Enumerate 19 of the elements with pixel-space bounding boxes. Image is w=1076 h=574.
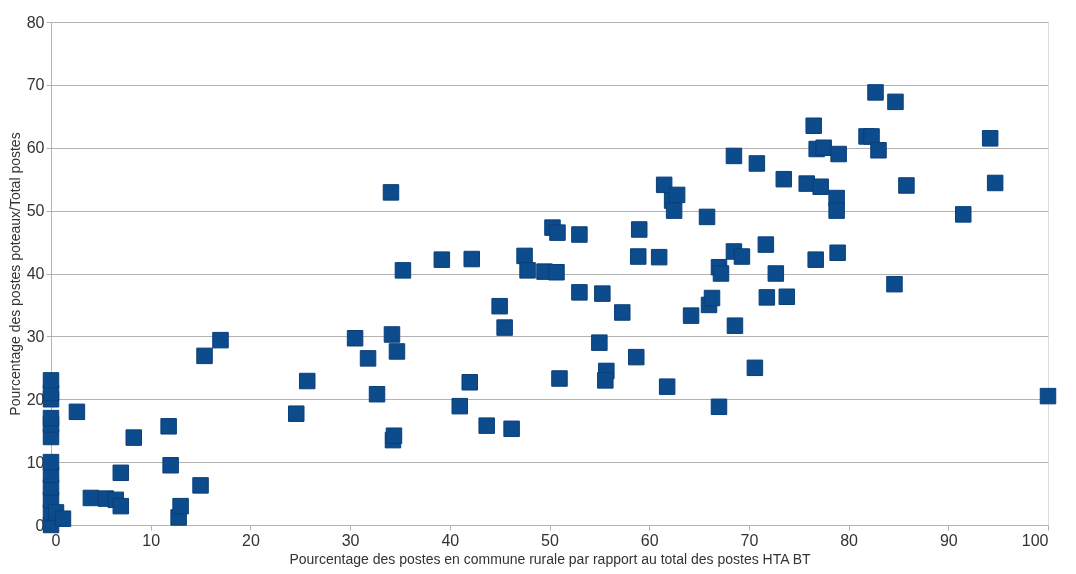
x-tick-label: 20 (242, 531, 260, 549)
x-tick-label: 70 (740, 531, 759, 549)
x-tick-label: 10 (142, 531, 161, 549)
y-tick-label: 60 (26, 139, 45, 157)
x-axis-title: Pourcentage des postes en commune rurale par rapport au total des postes HTA BT (289, 550, 812, 567)
x-tick-label: 50 (541, 531, 559, 549)
y-tick-label: 40 (26, 265, 45, 282)
y-tick-label: 50 (26, 202, 45, 220)
x-tick-label: 0 (51, 531, 61, 549)
y-tick-label: 30 (26, 327, 45, 345)
x-tick-label: 80 (840, 531, 859, 549)
y-tick-label: 80 (26, 13, 45, 31)
x-tick-label: 90 (939, 531, 958, 549)
x-tick-label: 100 (1021, 531, 1049, 549)
x-tick-label: 60 (640, 531, 659, 549)
x-tick-label: 30 (341, 531, 360, 549)
y-axis-title: Pourcentage des postes poteaux/Total postes (6, 132, 23, 416)
y-tick-label: 70 (26, 76, 45, 94)
x-tick-label: 40 (441, 531, 460, 549)
